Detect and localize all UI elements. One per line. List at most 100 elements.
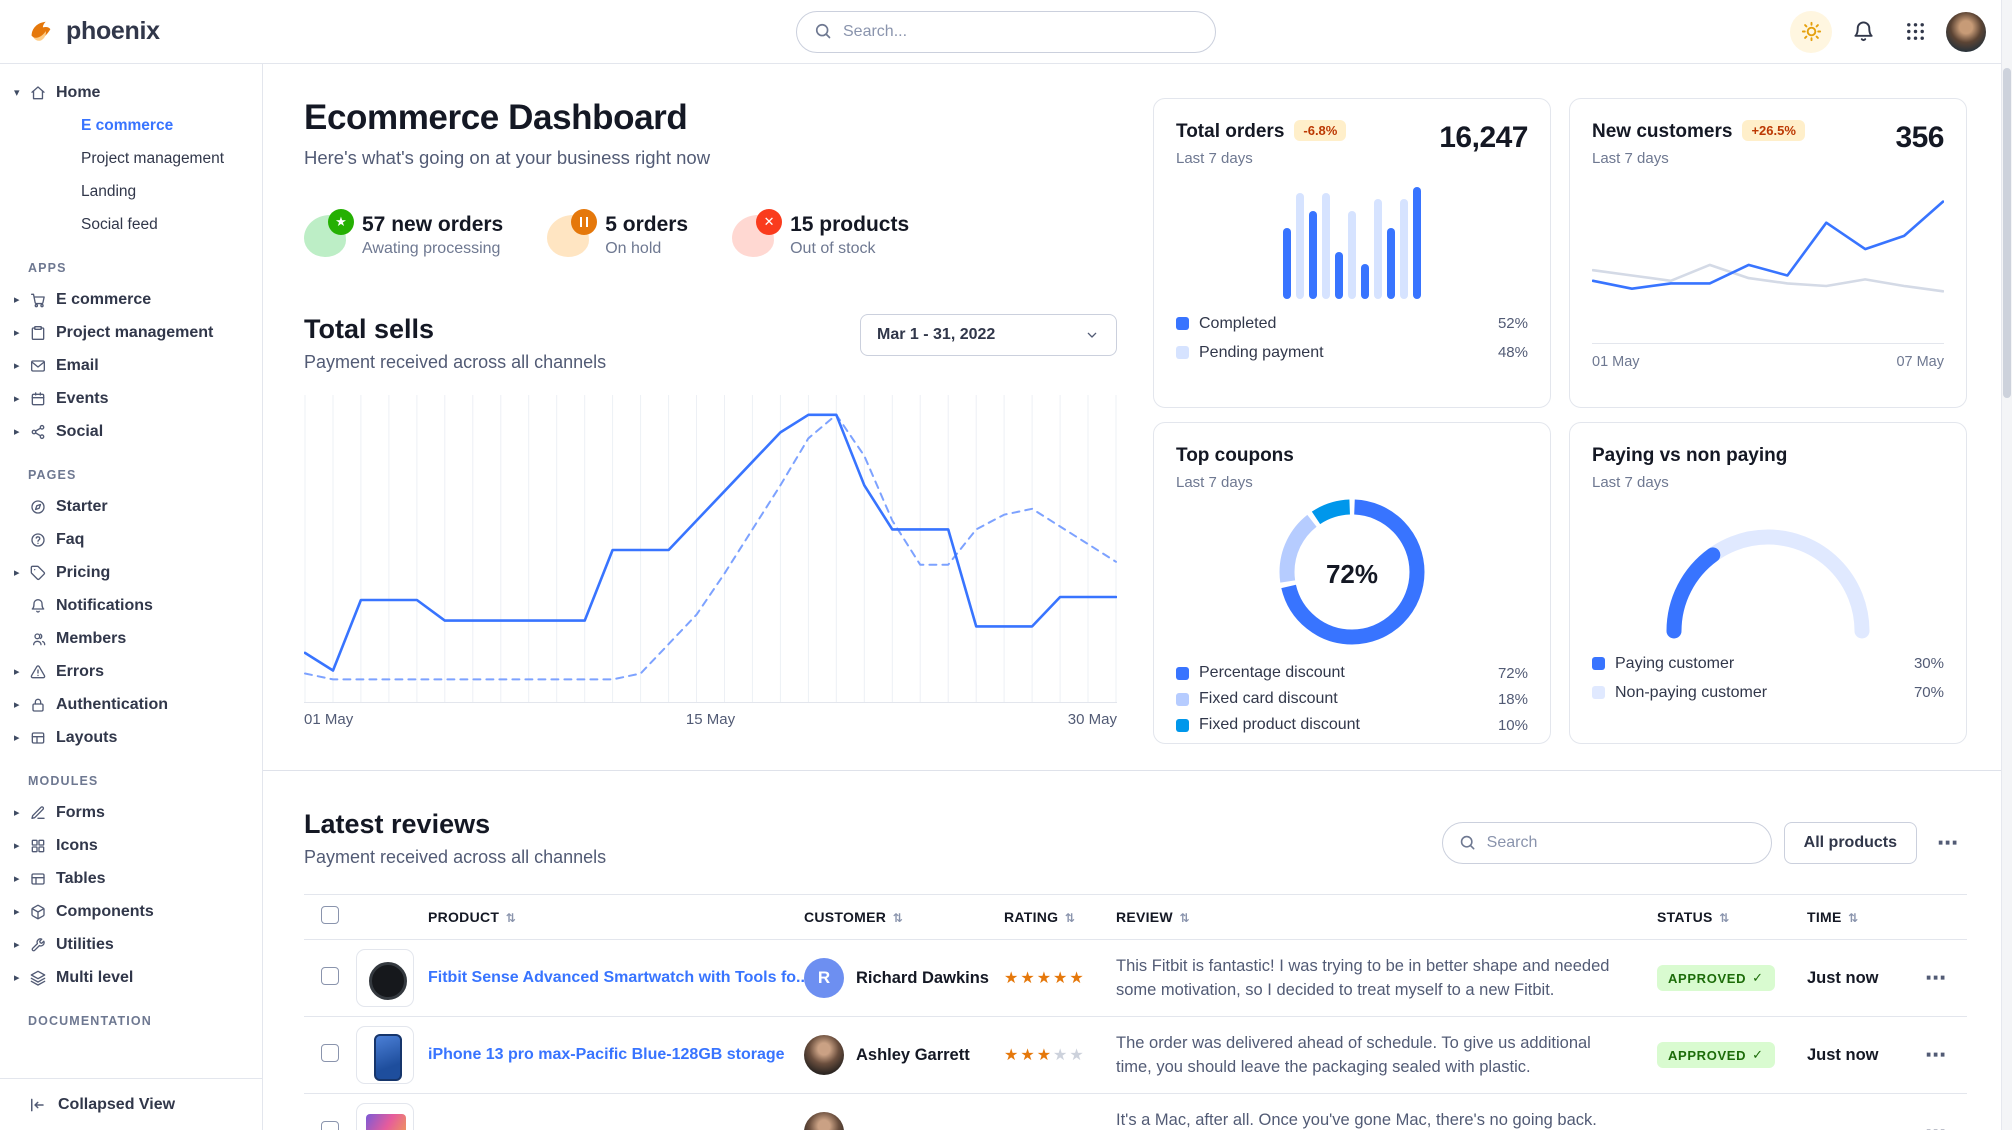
alert-icon xyxy=(30,664,54,680)
latest-reviews-section: Latest reviews Payment received across a… xyxy=(263,771,2012,1130)
sidebar-item-landing[interactable]: Landing xyxy=(81,182,137,200)
user-avatar-image xyxy=(1946,11,1986,52)
new-customers-value: 356 xyxy=(1895,121,1944,154)
legend-swatch xyxy=(1592,657,1605,670)
column-header-status[interactable]: STATUS ⇅ xyxy=(1657,909,1730,925)
stat-out-of-stock: ✕ 15 products Out of stock xyxy=(732,208,909,258)
notifications-button[interactable] xyxy=(1842,11,1884,53)
topbar: phoenix xyxy=(0,0,2012,64)
new-customers-badge: +26.5% xyxy=(1742,120,1805,141)
sidebar-item-project-management[interactable]: ▸ Project management xyxy=(0,316,262,349)
select-all-checkbox[interactable] xyxy=(321,905,339,924)
sidebar-item-members[interactable]: Members xyxy=(0,622,262,655)
scrollbar-thumb[interactable] xyxy=(2003,68,2011,398)
sidebar-item-tables[interactable]: ▸ Tables xyxy=(0,862,262,895)
sidebar-item-utilities[interactable]: ▸ Utilities xyxy=(0,928,262,961)
sidebar-item-authentication[interactable]: ▸ Authentication xyxy=(0,688,262,721)
select-row-checkbox[interactable] xyxy=(321,1120,339,1130)
sidebar-item-label: Icons xyxy=(56,836,98,854)
sidebar-item-email[interactable]: ▸ Email xyxy=(0,349,262,382)
sidebar-item-notifications[interactable]: Notifications xyxy=(0,589,262,622)
sidebar-item-social[interactable]: ▸ Social xyxy=(0,415,262,448)
search-input[interactable] xyxy=(796,10,1216,53)
sidebar-item-label: Errors xyxy=(56,662,105,680)
row-more-button[interactable]: ⋯ xyxy=(1917,1043,1955,1068)
calendar-icon xyxy=(30,391,54,407)
stat-on-hold: 5 orders On hold xyxy=(547,208,688,258)
order-bar xyxy=(1322,192,1330,299)
grid-dots-icon xyxy=(1904,20,1927,43)
sidebar-item-faq[interactable]: Faq xyxy=(0,523,262,556)
column-header-time[interactable]: TIME ⇅ xyxy=(1807,909,1859,925)
reviews-more-button[interactable]: ⋯ xyxy=(1929,831,1967,856)
reviews-search-input[interactable] xyxy=(1441,822,1772,864)
reviews-controls: All products ⋯ xyxy=(1441,822,1967,868)
paying-gauge-chart xyxy=(1592,515,1944,639)
brand[interactable]: phoenix xyxy=(26,17,160,47)
layout-icon xyxy=(30,730,54,746)
phoenix-logo-icon xyxy=(26,17,56,47)
sidebar-section-apps: APPS xyxy=(28,261,67,275)
profile-avatar[interactable] xyxy=(1946,11,1986,52)
form-icon xyxy=(30,805,54,821)
date-range-select[interactable]: Mar 1 - 31, 2022 xyxy=(860,314,1117,356)
column-header-rating[interactable]: RATING ⇅ xyxy=(1004,909,1076,925)
sidebar-item-icons[interactable]: ▸ Icons xyxy=(0,829,262,862)
sidebar-item-errors[interactable]: ▸ Errors xyxy=(0,655,262,688)
total-orders-period: Last 7 days xyxy=(1176,150,1253,167)
all-products-button[interactable]: All products xyxy=(1783,822,1917,864)
top-coupons-period: Last 7 days xyxy=(1176,474,1253,491)
select-row-checkbox[interactable] xyxy=(321,1043,339,1062)
review-time: Just now xyxy=(1807,1045,1879,1064)
paying-period: Last 7 days xyxy=(1592,474,1669,491)
order-bar xyxy=(1296,192,1304,299)
legend-item-completed: Completed 52% xyxy=(1176,309,1528,338)
bell-icon xyxy=(1852,20,1875,43)
sidebar-item-home[interactable]: ▾ Home xyxy=(0,76,262,109)
sidebar-item-pricing[interactable]: ▸ Pricing xyxy=(0,556,262,589)
product-image xyxy=(356,1103,414,1130)
table-icon xyxy=(30,871,54,887)
row-more-button[interactable]: ⋯ xyxy=(1917,1120,1955,1130)
new-customers-period: Last 7 days xyxy=(1592,150,1669,167)
chevron-right-icon: ▸ xyxy=(14,666,20,678)
customer-name: Ashley Garrett xyxy=(856,1045,970,1064)
star-icon: ★ xyxy=(1020,1047,1037,1064)
rating-stars: ★★★★★ xyxy=(1004,968,1116,988)
row-more-button[interactable]: ⋯ xyxy=(1917,966,1955,991)
column-header-review[interactable]: REVIEW ⇅ xyxy=(1116,909,1190,925)
apps-grid-button[interactable] xyxy=(1894,11,1936,53)
product-link[interactable]: Fitbit Sense Advanced Smartwatch with To… xyxy=(428,969,804,986)
sidebar-item-forms[interactable]: ▸ Forms xyxy=(0,796,262,829)
sidebar-item-layouts[interactable]: ▸ Layouts xyxy=(0,721,262,754)
sidebar-item-starter[interactable]: Starter xyxy=(0,490,262,523)
sidebar-item-project-management[interactable]: Project management xyxy=(81,149,225,167)
collapse-view-button[interactable]: Collapsed View xyxy=(0,1079,262,1130)
main-content: Ecommerce Dashboard Here's what's going … xyxy=(263,64,2012,1130)
sidebar-item-multi-level[interactable]: ▸ Multi level xyxy=(0,961,262,994)
page-scrollbar[interactable] xyxy=(2001,0,2012,1130)
tool-icon xyxy=(30,937,54,953)
sidebar-item-label: Email xyxy=(56,356,99,374)
sidebar-item-e-commerce[interactable]: E commerce xyxy=(81,116,174,134)
brand-name: phoenix xyxy=(66,17,160,45)
column-header-product[interactable]: PRODUCT ⇅ xyxy=(428,909,517,925)
new-customers-card: New customers +26.5% Last 7 days 356 01 M… xyxy=(1569,98,1967,408)
column-header-customer[interactable]: CUSTOMER ⇅ xyxy=(804,909,904,925)
select-row-checkbox[interactable] xyxy=(321,966,339,985)
star-icon: ★ xyxy=(1004,970,1021,987)
sidebar-item-components[interactable]: ▸ Components xyxy=(0,895,262,928)
sidebar-item-events[interactable]: ▸ Events xyxy=(0,382,262,415)
product-link[interactable]: iPhone 13 pro max-Pacific Blue-128GB sto… xyxy=(428,1046,785,1063)
chevron-down-icon: ▾ xyxy=(14,87,20,99)
review-text: This Fitbit is fantastic! I was trying t… xyxy=(1116,956,1610,999)
total-orders-legend: Completed 52% Pending payment 48% xyxy=(1176,309,1528,367)
theme-toggle-button[interactable] xyxy=(1790,10,1832,53)
legend-swatch xyxy=(1176,666,1189,680)
sidebar-item-e-commerce[interactable]: ▸ E commerce xyxy=(0,283,262,316)
stat-caption: Out of stock xyxy=(790,240,876,257)
total-orders-value: 16,247 xyxy=(1439,121,1528,154)
sidebar-item-social-feed[interactable]: Social feed xyxy=(81,215,158,233)
legend-item-fixed-product-discount: Fixed product discount 10% xyxy=(1176,712,1528,738)
dashboard-left-column: Ecommerce Dashboard Here's what's going … xyxy=(303,98,1118,744)
